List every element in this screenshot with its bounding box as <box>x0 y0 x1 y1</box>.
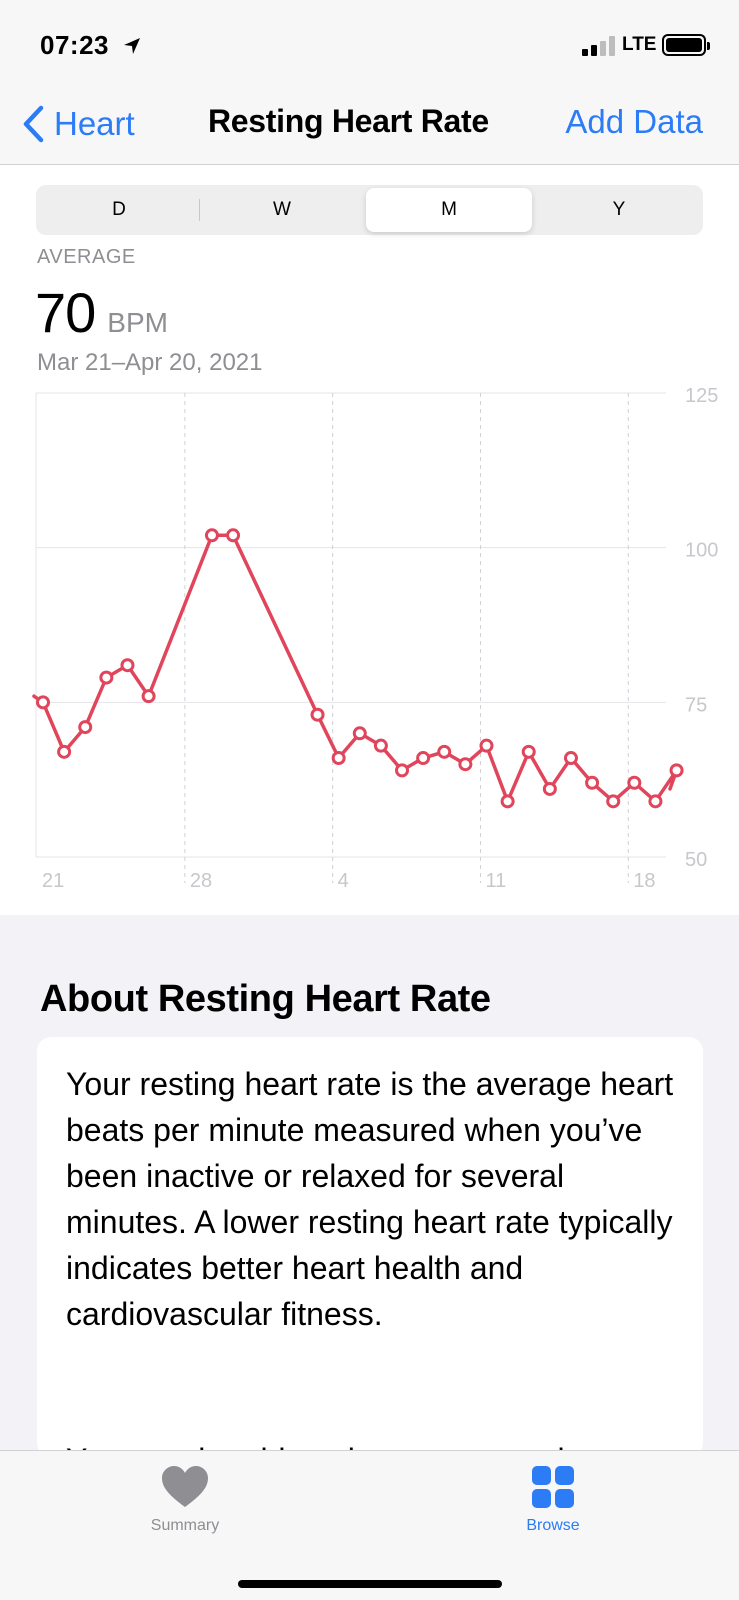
time-range-segmented-control: D W M Y <box>36 185 703 235</box>
segment-week[interactable]: W <box>273 199 291 220</box>
add-data-button[interactable]: Add Data <box>565 103 703 140</box>
x-tick-label: 4 <box>338 870 349 892</box>
data-point <box>373 738 388 753</box>
y-tick-label: 50 <box>685 849 707 871</box>
average-unit: BPM <box>107 307 168 338</box>
data-point <box>120 658 135 673</box>
average-label: AVERAGE <box>37 246 136 268</box>
about-heading: About Resting Heart Rate <box>40 978 491 1020</box>
signal-strength-icon <box>582 34 618 56</box>
date-range: Mar 21–Apr 20, 2021 <box>37 349 263 376</box>
status-time: 07:23 <box>40 30 109 60</box>
home-indicator <box>238 1580 502 1588</box>
about-card: Your resting heart rate is the average h… <box>37 1037 703 1457</box>
data-point <box>479 738 494 753</box>
data-point <box>648 794 663 809</box>
segment-year[interactable]: Y <box>612 199 626 220</box>
tab-bar: Summary Browse <box>0 1450 739 1600</box>
data-point <box>36 695 50 710</box>
resting-heart-rate-chart[interactable]: 125 100 75 50 21 28 4 11 18 <box>0 380 739 900</box>
average-row: 70 BPM <box>35 280 168 345</box>
chevron-left-icon <box>23 105 44 143</box>
tab-summary-label: Summary <box>150 1517 220 1534</box>
data-point <box>331 751 346 766</box>
page-title: Resting Heart Rate <box>208 103 489 139</box>
y-tick-label: 75 <box>685 694 707 716</box>
network-type: LTE <box>622 34 657 55</box>
data-point <box>563 751 578 766</box>
x-tick-label: 21 <box>42 870 64 892</box>
data-point <box>57 744 72 759</box>
segment-day[interactable]: D <box>112 199 126 220</box>
data-point <box>204 528 219 543</box>
data-point <box>310 707 325 722</box>
tab-browse[interactable]: Browse <box>478 1465 628 1535</box>
location-arrow-icon <box>124 38 140 54</box>
data-point <box>352 726 367 741</box>
heart-icon <box>162 1466 208 1507</box>
data-point <box>416 751 431 766</box>
data-point <box>99 670 114 685</box>
data-point <box>226 528 241 543</box>
y-tick-label: 125 <box>685 385 718 407</box>
data-point <box>78 720 93 735</box>
data-point <box>458 757 473 772</box>
battery-icon <box>662 34 710 56</box>
tab-browse-label: Browse <box>526 1517 580 1534</box>
average-value: 70 <box>35 281 96 344</box>
data-point <box>395 763 410 778</box>
grid-icon <box>532 1466 574 1508</box>
status-bar: 07:23 LTE <box>0 0 739 90</box>
y-tick-label: 100 <box>685 540 718 562</box>
data-point <box>669 763 684 778</box>
data-point <box>521 744 536 759</box>
segment-divider <box>199 199 200 221</box>
x-tick-label: 11 <box>485 870 506 892</box>
data-point <box>437 744 452 759</box>
back-button-label: Heart <box>54 105 135 142</box>
about-paragraph: Your resting heart rate is the average h… <box>66 1066 674 1332</box>
x-tick-label: 18 <box>633 870 655 892</box>
series-line <box>32 533 679 804</box>
data-point <box>606 794 621 809</box>
data-point <box>500 794 515 809</box>
data-point <box>585 775 600 790</box>
x-tick-label: 28 <box>190 870 212 892</box>
data-point <box>542 781 557 796</box>
data-point <box>627 775 642 790</box>
tab-summary[interactable]: Summary <box>110 1465 260 1535</box>
navigation-bar: Heart Resting Heart Rate Add Data <box>0 90 739 165</box>
data-point <box>141 689 156 704</box>
segment-month[interactable]: M <box>366 188 532 232</box>
back-button[interactable]: Heart <box>22 102 135 146</box>
